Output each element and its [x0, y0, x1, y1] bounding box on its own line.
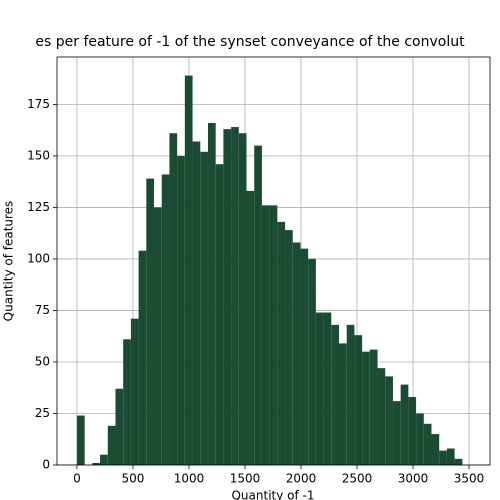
- bar: [246, 190, 255, 465]
- bar: [130, 318, 139, 465]
- bar: [392, 401, 401, 465]
- y-tick-label: 25: [35, 406, 50, 420]
- bar: [138, 250, 147, 465]
- bar: [184, 75, 193, 465]
- bar: [200, 151, 208, 465]
- bar: [107, 425, 116, 465]
- bar: [362, 351, 370, 465]
- bar: [238, 133, 247, 465]
- y-tick-label: 75: [35, 303, 50, 317]
- bar: [439, 450, 447, 465]
- bar: [377, 368, 386, 465]
- bar: [416, 413, 424, 465]
- bar: [300, 248, 309, 465]
- x-tick-label: 0: [73, 472, 81, 486]
- bar: [277, 221, 286, 465]
- bar: [354, 335, 363, 465]
- bar: [92, 462, 101, 465]
- bar: [323, 312, 332, 465]
- bar: [446, 448, 455, 465]
- bar: [223, 129, 232, 465]
- x-tick-label: 3500: [454, 472, 485, 486]
- bar: [454, 458, 463, 465]
- bar: [331, 324, 340, 465]
- y-tick-label: 175: [27, 97, 50, 111]
- bar: [161, 174, 170, 466]
- bar: [123, 339, 131, 465]
- bar: [100, 454, 108, 465]
- bar: [169, 133, 178, 465]
- bar: [154, 207, 162, 465]
- x-tick-label: 3000: [398, 472, 429, 486]
- bar: [308, 258, 316, 465]
- bar: [254, 145, 262, 465]
- x-tick-label: 500: [122, 472, 145, 486]
- chart-title: es per feature of -1 of the synset conve…: [35, 34, 465, 50]
- plot-frame: [56, 56, 491, 466]
- bar: [315, 312, 324, 465]
- bar: [400, 384, 409, 465]
- x-tick-label: 2000: [286, 472, 317, 486]
- bar: [192, 141, 201, 465]
- y-tick-label: 100: [27, 251, 50, 265]
- bar: [385, 376, 393, 465]
- x-tick-label: 2500: [342, 472, 373, 486]
- y-tick-label: 150: [27, 148, 50, 162]
- bar: [115, 388, 124, 465]
- bar: [177, 155, 185, 465]
- bar: [292, 242, 301, 465]
- y-tick-label: 125: [27, 200, 50, 214]
- bar: [146, 178, 155, 466]
- x-tick-label: 1500: [230, 472, 261, 486]
- y-tick-label: 0: [42, 458, 50, 472]
- bar: [261, 205, 270, 465]
- bar: [231, 127, 239, 465]
- bar: [408, 397, 417, 465]
- x-axis-label: Quantity of -1: [231, 489, 314, 500]
- bar: [423, 423, 432, 465]
- bar: [207, 122, 216, 465]
- x-tick-label: 1000: [174, 472, 205, 486]
- bar: [269, 205, 278, 465]
- bar: [215, 164, 224, 465]
- bar: [285, 230, 293, 465]
- y-tick-label: 50: [35, 354, 50, 368]
- bar: [76, 415, 85, 465]
- bar: [369, 349, 378, 465]
- bar: [346, 324, 355, 465]
- bar: [339, 343, 347, 465]
- bar: [431, 434, 440, 465]
- y-axis-label: Quantity of features: [2, 201, 16, 322]
